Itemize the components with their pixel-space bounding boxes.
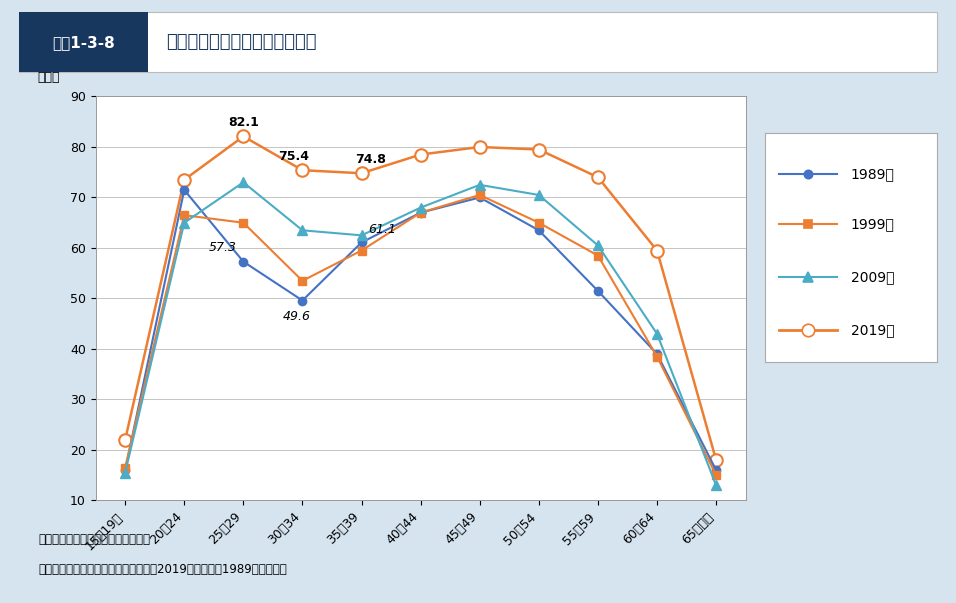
1999年 <box>356 247 367 254</box>
2009年 <box>651 330 663 338</box>
1989年 <box>592 287 603 294</box>
2019年 <box>474 144 486 151</box>
2019年 <box>296 166 308 174</box>
Text: 57.3: 57.3 <box>208 241 237 254</box>
1999年 <box>710 472 722 479</box>
Text: 82.1: 82.1 <box>228 116 259 129</box>
2009年 <box>356 232 367 239</box>
1989年 <box>238 258 250 265</box>
1989年 <box>710 467 722 474</box>
2019年 <box>710 456 722 464</box>
Text: 図表1-3-8: 図表1-3-8 <box>52 35 115 49</box>
1989年 <box>120 467 131 474</box>
2009年 <box>238 178 250 186</box>
2009年 <box>474 182 486 189</box>
1989年 <box>296 297 308 304</box>
Text: 74.8: 74.8 <box>355 153 386 166</box>
1999年 <box>592 252 603 259</box>
2019年 <box>592 174 603 181</box>
1989年 <box>474 194 486 201</box>
Text: 1989年: 1989年 <box>851 167 895 181</box>
1989年 <box>651 350 663 358</box>
2009年 <box>415 204 426 211</box>
Line: 1989年: 1989年 <box>121 186 720 475</box>
1999年 <box>238 219 250 226</box>
1999年 <box>474 191 486 198</box>
1999年 <box>415 209 426 216</box>
1989年 <box>415 209 426 216</box>
Text: 2019年: 2019年 <box>851 323 895 336</box>
1989年 <box>356 239 367 246</box>
2019年 <box>533 146 545 153</box>
Text: 資料：総務省統計局「労働力調査」: 資料：総務省統計局「労働力調査」 <box>38 532 150 546</box>
2009年 <box>533 191 545 198</box>
Text: 女性の年齢階級別就業率の変化: 女性の年齢階級別就業率の変化 <box>166 33 316 51</box>
1999年 <box>120 464 131 472</box>
2009年 <box>710 482 722 489</box>
2009年 <box>592 242 603 249</box>
2019年 <box>120 436 131 443</box>
1989年 <box>179 186 190 194</box>
2009年 <box>296 227 308 234</box>
Line: 2019年: 2019年 <box>119 130 723 466</box>
Text: 2009年: 2009年 <box>851 270 895 284</box>
2009年 <box>120 469 131 476</box>
Text: 49.6: 49.6 <box>283 310 311 323</box>
Line: 2009年: 2009年 <box>120 177 721 490</box>
1999年 <box>296 277 308 285</box>
Text: 61.1: 61.1 <box>368 223 396 236</box>
Text: 1999年: 1999年 <box>851 217 895 232</box>
2019年 <box>415 151 426 158</box>
Line: 1999年: 1999年 <box>121 191 720 479</box>
1999年 <box>533 219 545 226</box>
Text: （％）: （％） <box>37 71 59 84</box>
2009年 <box>179 219 190 226</box>
1989年 <box>533 227 545 234</box>
Text: （注）　グラフ中の数値は下線付きが2019年、斜字が1989年である。: （注） グラフ中の数値は下線付きが2019年、斜字が1989年である。 <box>38 563 287 576</box>
Text: 75.4: 75.4 <box>278 150 309 163</box>
Bar <box>19 12 147 72</box>
2019年 <box>238 133 250 140</box>
2019年 <box>179 176 190 183</box>
2019年 <box>356 169 367 177</box>
1999年 <box>651 353 663 360</box>
1999年 <box>179 212 190 219</box>
2019年 <box>651 247 663 254</box>
